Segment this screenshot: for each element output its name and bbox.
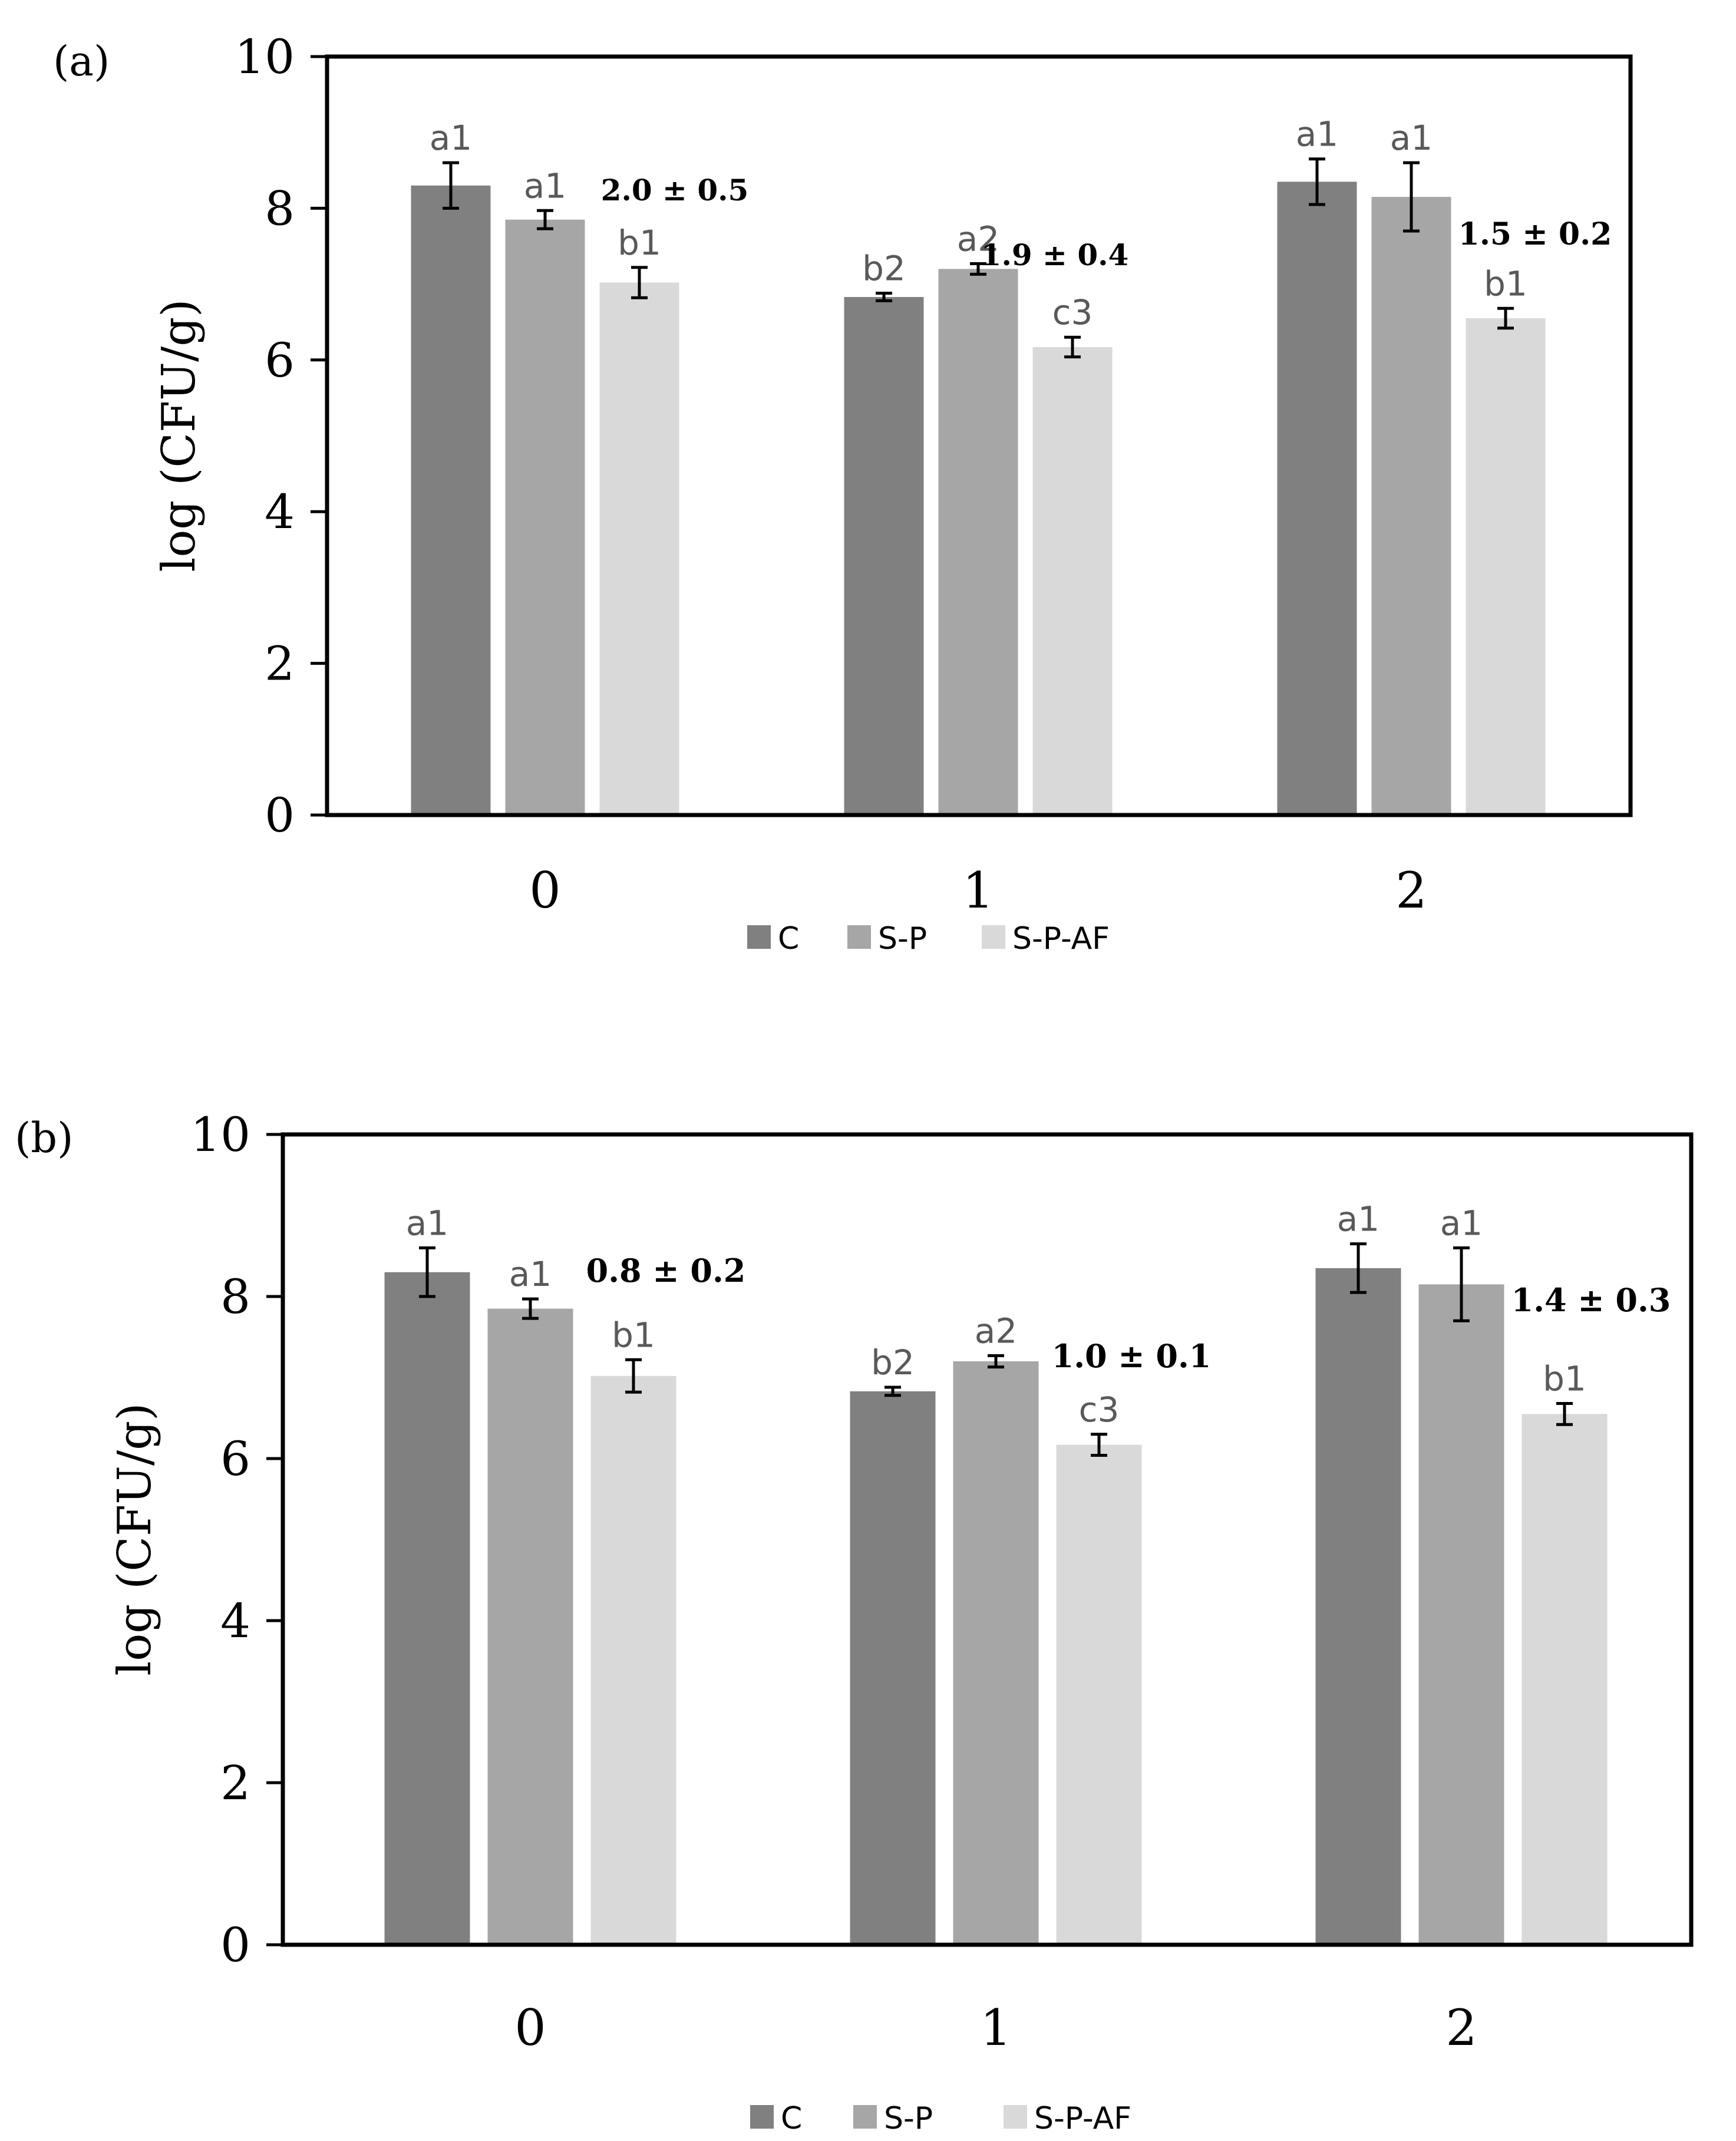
x-tick-label-a-1: 1 — [962, 862, 994, 919]
y-tick-label-a-8: 8 — [265, 181, 295, 236]
legend-swatch-b-s-p — [853, 2105, 877, 2129]
panel-label-b: (b) — [15, 1114, 73, 1162]
significance-label-b-c-0: a1 — [406, 1203, 448, 1243]
significance-label-a-s-p-af-0: b1 — [618, 223, 661, 263]
legend-label-a-s-p-af: S-P-AF — [1012, 921, 1110, 956]
plot-frame-a — [325, 54, 1633, 817]
x-tick-label-b-1: 1 — [980, 1999, 1011, 2057]
legend-swatch-a-c — [747, 925, 771, 949]
bar-a-c-1 — [844, 296, 924, 815]
significance-label-a-s-p-af-1: c3 — [1052, 292, 1093, 332]
plot-frame-b — [280, 1132, 1694, 1947]
y-tick-label-b-0: 0 — [220, 1918, 250, 1972]
reduction-annotation-a-2: 1.5 ± 0.2 — [1458, 216, 1612, 252]
panel-label-a: (a) — [53, 37, 110, 85]
reduction-annotation-b-0: 0.8 ± 0.2 — [586, 1252, 746, 1289]
reduction-annotation-b-1: 1.0 ± 0.1 — [1052, 1337, 1212, 1375]
legend-swatch-a-s-p-af — [982, 925, 1005, 949]
bar-b-s-p-af-2 — [1522, 1414, 1608, 1945]
bar-a-s-p-1 — [938, 269, 1018, 815]
significance-label-a-s-p-af-2: b1 — [1484, 263, 1527, 303]
y-tick-label-b-8: 8 — [220, 1269, 250, 1324]
y-tick-label-a-10: 10 — [235, 29, 295, 84]
significance-label-b-s-p-af-1: c3 — [1079, 1390, 1120, 1430]
significance-label-a-s-p-2: a1 — [1390, 118, 1433, 158]
x-tick-label-b-2: 2 — [1445, 1999, 1477, 2057]
bar-a-s-p-af-2 — [1466, 318, 1546, 815]
reduction-annotation-a-1: 1.9 ± 0.4 — [981, 237, 1129, 272]
bar-a-s-p-2 — [1371, 197, 1451, 816]
bar-b-s-p-2 — [1418, 1284, 1504, 1945]
bar-a-s-p-af-0 — [599, 282, 679, 815]
bar-b-c-2 — [1315, 1268, 1401, 1945]
significance-label-b-s-p-1: a2 — [975, 1311, 1017, 1351]
y-tick-label-a-4: 4 — [265, 484, 295, 539]
significance-label-b-c-1: b2 — [871, 1342, 915, 1383]
significance-label-a-s-p-0: a1 — [524, 166, 566, 206]
x-tick-label-a-2: 2 — [1395, 862, 1427, 919]
significance-label-b-s-p-2: a1 — [1440, 1203, 1483, 1243]
legend-label-b-s-p: S-P — [884, 2101, 933, 2136]
significance-label-a-s-p-1: a2 — [957, 219, 999, 259]
legend-swatch-b-c — [750, 2105, 774, 2129]
legend-label-b-c: C — [781, 2101, 802, 2136]
significance-label-b-s-p-af-2: b1 — [1543, 1359, 1586, 1399]
y-tick-label-b-6: 6 — [220, 1431, 250, 1486]
bar-a-c-2 — [1277, 182, 1357, 816]
significance-label-a-c-1: b2 — [862, 249, 906, 289]
legend-swatch-a-s-p — [847, 925, 871, 949]
y-tick-label-a-0: 0 — [265, 788, 295, 843]
significance-label-b-s-p-af-0: b1 — [612, 1315, 655, 1355]
legend-label-a-c: C — [778, 921, 799, 956]
y-tick-label-b-10: 10 — [190, 1107, 250, 1162]
y-tick-label-b-2: 2 — [220, 1756, 250, 1810]
significance-label-a-c-0: a1 — [430, 118, 472, 158]
significance-label-b-c-2: a1 — [1337, 1199, 1379, 1239]
x-tick-label-a-0: 0 — [529, 862, 560, 919]
significance-label-a-c-2: a1 — [1296, 114, 1338, 154]
bar-a-s-p-af-1 — [1032, 347, 1113, 815]
x-tick-label-b-0: 0 — [514, 1999, 546, 2057]
significance-label-b-s-p-0: a1 — [509, 1254, 552, 1294]
bar-b-s-p-af-1 — [1056, 1444, 1142, 1945]
legend-label-b-s-p-af: S-P-AF — [1034, 2101, 1131, 2136]
bar-b-s-p-0 — [487, 1308, 573, 1945]
reduction-annotation-a-0: 2.0 ± 0.5 — [601, 173, 749, 207]
legend-swatch-b-s-p-af — [1004, 2105, 1027, 2129]
bar-b-s-p-af-0 — [590, 1375, 676, 1945]
y-axis-label-b: log (CFU/g) — [108, 1403, 161, 1675]
bar-b-c-0 — [384, 1272, 470, 1945]
bar-a-s-p-0 — [505, 219, 585, 816]
legend-label-a-s-p: S-P — [878, 921, 927, 956]
y-axis-label-a: log (CFU/g) — [153, 299, 206, 572]
y-tick-label-b-4: 4 — [220, 1594, 250, 1648]
y-tick-label-a-2: 2 — [265, 636, 295, 691]
bar-b-c-1 — [850, 1391, 936, 1945]
reduction-annotation-b-2: 1.4 ± 0.3 — [1511, 1281, 1671, 1319]
y-tick-label-a-6: 6 — [265, 333, 295, 388]
bar-b-s-p-1 — [953, 1361, 1039, 1945]
bar-a-c-0 — [411, 185, 491, 815]
